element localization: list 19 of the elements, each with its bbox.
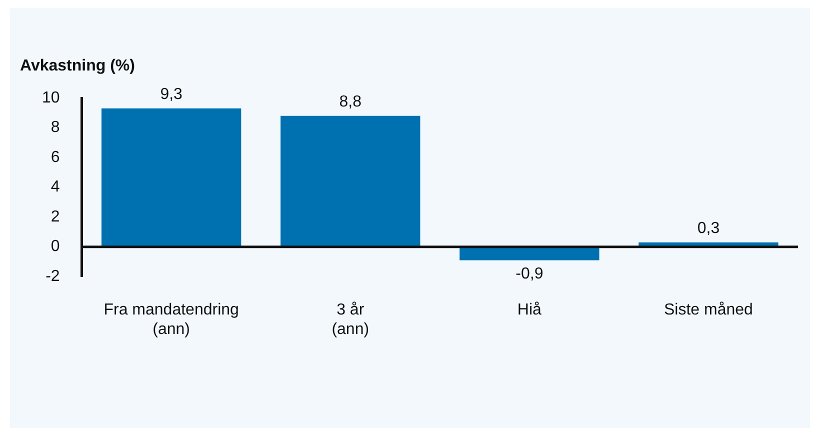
y-tick-label: -2 bbox=[46, 268, 60, 286]
bar bbox=[101, 108, 242, 247]
data-label: 0,3 bbox=[697, 220, 720, 237]
y-axis-title: Avkastning (%) bbox=[20, 57, 135, 74]
y-tick-label: 0 bbox=[50, 238, 60, 256]
x-tick-label: 3 år (ann) bbox=[332, 302, 370, 338]
y-tick-label: 4 bbox=[50, 178, 60, 196]
y-tick-label: 8 bbox=[50, 119, 60, 136]
x-tick-label: Fra mandatendring (ann) bbox=[104, 302, 239, 338]
y-tick-label: 6 bbox=[50, 148, 60, 166]
x-tick-label: Hiå bbox=[517, 302, 542, 319]
x-tick-label: Siste måned bbox=[664, 302, 753, 319]
y-tick-label: 2 bbox=[50, 208, 60, 226]
data-label: 8,8 bbox=[339, 93, 362, 110]
data-label: -0,9 bbox=[516, 266, 544, 283]
data-label: 9,3 bbox=[160, 86, 183, 103]
bar bbox=[460, 246, 600, 260]
bar bbox=[280, 116, 420, 247]
y-tick-label: 10 bbox=[42, 89, 60, 106]
